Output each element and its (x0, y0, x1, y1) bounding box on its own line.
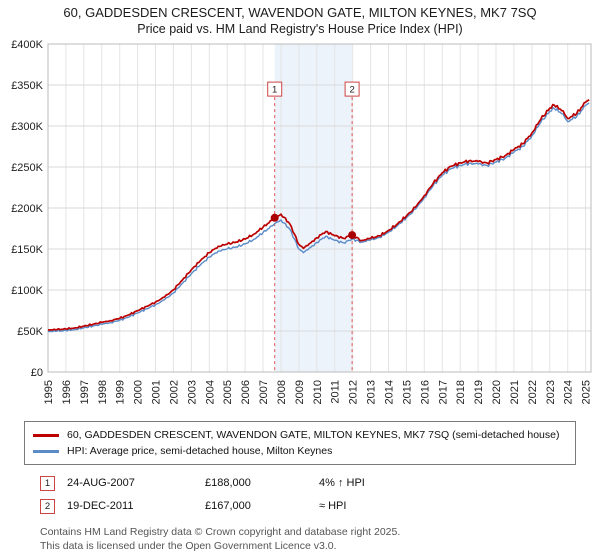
svg-text:2011: 2011 (330, 380, 342, 404)
svg-text:2023: 2023 (545, 380, 557, 404)
legend-item-property: 60, GADDESDEN CRESCENT, WAVENDON GATE, M… (33, 427, 567, 443)
property-line-swatch (33, 433, 59, 437)
chart-subtitle: Price paid vs. HM Land Registry's House … (137, 22, 463, 36)
svg-text:2017: 2017 (437, 380, 449, 404)
svg-text:1996: 1996 (61, 380, 73, 404)
sale-2-marker: 2 (40, 498, 55, 514)
sale-1-marker: 1 (40, 475, 55, 491)
sale-2-price: £167,000 (205, 500, 251, 512)
svg-text:2001: 2001 (151, 380, 163, 404)
svg-text:2008: 2008 (276, 380, 288, 404)
svg-text:2013: 2013 (366, 380, 378, 404)
sale-annotations: 1 24-AUG-2007 £188,000 4% ↑ HPI 2 19-DEC… (40, 475, 600, 514)
svg-text:£100K: £100K (11, 285, 43, 297)
svg-text:£400K: £400K (11, 39, 43, 51)
svg-text:1997: 1997 (79, 380, 91, 404)
svg-text:2012: 2012 (348, 380, 360, 404)
svg-text:£300K: £300K (11, 121, 43, 133)
svg-text:£200K: £200K (11, 203, 43, 215)
svg-text:£50K: £50K (17, 326, 43, 338)
svg-text:2016: 2016 (419, 380, 431, 404)
svg-text:2015: 2015 (401, 380, 413, 404)
sale-2-date: 19-DEC-2011 (67, 500, 134, 512)
sale-row-2: 2 19-DEC-2011 £167,000 ≈ HPI (40, 498, 600, 514)
svg-text:2005: 2005 (222, 380, 234, 404)
svg-text:2003: 2003 (186, 380, 198, 404)
svg-text:2014: 2014 (384, 380, 396, 404)
svg-text:2007: 2007 (258, 380, 270, 404)
sale-1-price: £188,000 (205, 477, 251, 489)
page: 60, GADDESDEN CRESCENT, WAVENDON GATE, M… (0, 5, 600, 560)
chart-title: 60, GADDESDEN CRESCENT, WAVENDON GATE, M… (63, 5, 537, 20)
svg-text:2000: 2000 (133, 380, 145, 404)
svg-text:£0: £0 (31, 367, 43, 379)
svg-text:2020: 2020 (491, 380, 503, 404)
svg-text:£350K: £350K (11, 80, 43, 92)
svg-text:2006: 2006 (240, 380, 252, 404)
svg-text:2: 2 (349, 85, 354, 96)
legend-label-hpi: HPI: Average price, semi-detached house,… (67, 445, 333, 457)
legend: 60, GADDESDEN CRESCENT, WAVENDON GATE, M… (24, 421, 576, 465)
svg-text:1998: 1998 (97, 380, 109, 404)
svg-text:£150K: £150K (11, 244, 43, 256)
price-history-chart: £0 £50K £100K £150K £200K £250K £300K £350K £400… (11, 39, 593, 404)
sale-1-date: 24-AUG-2007 (67, 477, 135, 489)
svg-text:2009: 2009 (294, 380, 306, 404)
svg-text:2002: 2002 (168, 380, 180, 404)
svg-text:1999: 1999 (115, 380, 127, 404)
svg-text:2024: 2024 (563, 380, 575, 404)
svg-text:£250K: £250K (11, 162, 43, 174)
hpi-line-swatch (33, 449, 59, 453)
svg-text:2004: 2004 (204, 380, 216, 404)
svg-text:1995: 1995 (43, 380, 55, 404)
sale-row-1: 1 24-AUG-2007 £188,000 4% ↑ HPI (40, 475, 600, 491)
svg-text:1: 1 (272, 85, 277, 96)
sale-1-hpi-note: 4% ↑ HPI (319, 477, 365, 489)
footer-line-1: Contains HM Land Registry data © Crown c… (40, 526, 401, 538)
legend-item-hpi: HPI: Average price, semi-detached house,… (33, 443, 567, 459)
footer-line-2: This data is licensed under the Open Gov… (40, 539, 337, 552)
svg-text:2010: 2010 (312, 380, 324, 404)
svg-text:2021: 2021 (509, 380, 521, 404)
legend-label-property: 60, GADDESDEN CRESCENT, WAVENDON GATE, M… (67, 429, 560, 441)
sale-2-hpi-note: ≈ HPI (319, 500, 347, 512)
svg-text:2025: 2025 (581, 380, 593, 404)
svg-text:2018: 2018 (455, 380, 467, 404)
svg-text:2022: 2022 (527, 380, 539, 404)
svg-text:2019: 2019 (473, 380, 485, 404)
license-footer: Contains HM Land Registry data © Crown c… (40, 526, 600, 553)
